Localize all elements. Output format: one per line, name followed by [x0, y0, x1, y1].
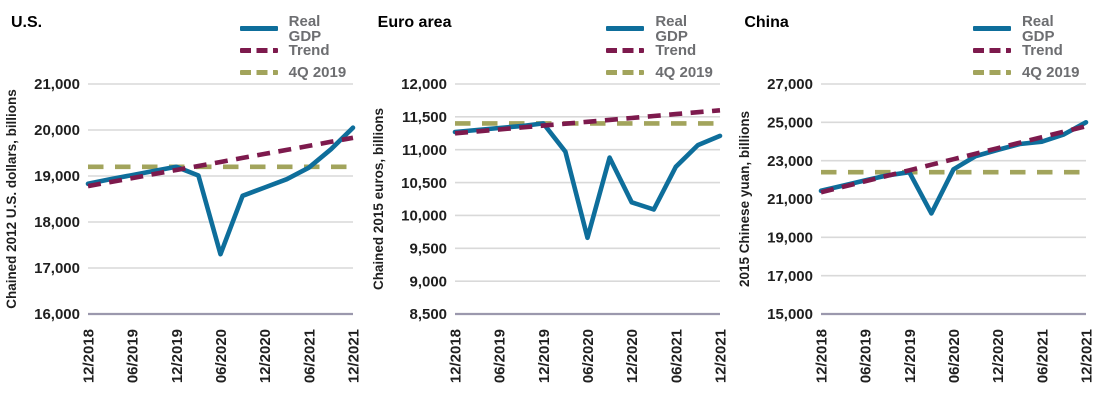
legend-label: Trend: [1021, 42, 1063, 59]
legend-item-real-gdp: Real GDP: [239, 14, 355, 44]
chart-svg: 15,000 17,000 19,000 21,000 23,000 25,000 27,0…: [737, 76, 1096, 383]
x-tick-label: 12/2020: [624, 329, 641, 383]
trend-line-swatch-icon: [606, 48, 645, 53]
trend-line-swatch-icon: [972, 48, 1011, 53]
x-tick-label: 12/2019: [902, 329, 919, 383]
x-tick-label: 06/2021: [1035, 329, 1052, 383]
legend-label: 4Q 2019: [1021, 64, 1080, 81]
x-tick-label: 12/2021: [712, 329, 729, 383]
x-tick-label: 12/2019: [169, 329, 186, 383]
y-tick-label: 21,000: [34, 76, 80, 93]
x-tick-label: 06/2020: [580, 329, 597, 383]
panel-euro-area: Euro area Real GDP Trend 4Q 2019 8,500 9,00…: [367, 0, 734, 400]
x-tick-label: 06/2019: [491, 329, 508, 383]
legend-label: Trend: [288, 42, 330, 59]
y-tick-label: 8,500: [409, 306, 447, 323]
legend: Real GDP Trend 4Q 2019: [972, 14, 1088, 81]
legend-label: Real GDP: [655, 12, 688, 45]
y-tick-label: 25,000: [767, 115, 813, 132]
x-tick-label: 12/2018: [80, 329, 97, 383]
panel-title: U.S.: [11, 14, 43, 31]
legend-label: Real GDP: [288, 12, 322, 45]
y-axis-label: Chained 2015 euros, billions: [371, 108, 386, 290]
real-gdp-line-swatch-icon: [606, 26, 645, 31]
y-tick-label: 15,000: [767, 306, 813, 323]
y-tick-label: 19,000: [767, 230, 813, 247]
chart-svg: 16,000 17,000 18,000 19,000 20,000 21,000 12/2…: [4, 76, 362, 383]
x-tick-label: 12/2021: [1079, 329, 1096, 383]
panel-title: China: [744, 14, 789, 31]
x-tick-label: 06/2019: [858, 329, 875, 383]
x-tick-label: 12/2019: [535, 329, 552, 383]
y-axis-label: Chained 2012 U.S. dollars, billions: [4, 89, 19, 309]
legend-item-trend: Trend: [239, 42, 355, 59]
trend-line-swatch-icon: [239, 48, 278, 53]
x-tick-label: 12/2018: [814, 329, 831, 383]
x-tick-label: 12/2020: [257, 329, 274, 383]
x-tick-label: 12/2021: [345, 329, 362, 383]
x-tick-label: 06/2019: [125, 329, 142, 383]
4q-2019-line-swatch-icon: [239, 70, 278, 75]
legend-item-4q-2019: 4Q 2019: [239, 64, 355, 81]
y-tick-label: 9,000: [409, 273, 447, 290]
y-tick-label: 16,000: [34, 306, 80, 323]
x-tick-label: 12/2018: [447, 329, 464, 383]
legend-label: 4Q 2019: [288, 64, 347, 81]
legend-item-trend: Trend: [606, 42, 721, 59]
legend-item-real-gdp: Real GDP: [972, 14, 1088, 44]
real-gdp-line: [452, 121, 722, 241]
legend-label: Trend: [655, 42, 697, 59]
y-tick-label: 19,000: [34, 168, 80, 185]
trend-line: [87, 135, 354, 189]
legend-item-4q-2019: 4Q 2019: [972, 64, 1088, 81]
y-tick-label: 20,000: [34, 122, 80, 139]
panel-us: U.S. Real GDP Trend 4Q 2019 16,000 17,000 18…: [0, 0, 367, 400]
y-tick-label: 11,000: [402, 142, 447, 159]
y-tick-label: 11,500: [402, 109, 447, 126]
chart-svg: 8,500 9,000 9,500 10,000 10,500 11,000 11,500 1…: [371, 76, 729, 383]
4q-2019-line-swatch-icon: [606, 70, 645, 75]
4q-2019-line-swatch-icon: [972, 70, 1011, 75]
x-tick-label: 06/2020: [213, 329, 230, 383]
y-tick-label: 17,000: [767, 268, 813, 285]
y-tick-label: 9,500: [409, 240, 447, 257]
trend-line: [454, 108, 720, 136]
x-tick-label: 12/2020: [990, 329, 1007, 383]
trend-line: [820, 123, 1087, 195]
y-tick-label: 17,000: [34, 260, 80, 277]
x-tick-label: 06/2020: [946, 329, 963, 383]
y-tick-label: 10,500: [401, 175, 447, 192]
panel-china: China Real GDP Trend 4Q 2019 15,000 17,000 1…: [733, 0, 1100, 400]
legend-label: 4Q 2019: [655, 64, 713, 81]
real-gdp-line-swatch-icon: [972, 26, 1011, 31]
y-tick-label: 21,000: [767, 191, 813, 208]
y-axis-label: 2015 Chinese yuan, billions: [737, 111, 752, 287]
y-tick-label: 12,000: [401, 76, 447, 93]
legend-label: Real GDP: [1021, 12, 1055, 45]
legend-item-trend: Trend: [972, 42, 1088, 59]
y-tick-label: 10,000: [401, 208, 447, 225]
legend: Real GDP Trend 4Q 2019: [239, 14, 355, 81]
real-gdp-line-swatch-icon: [239, 26, 278, 31]
y-tick-label: 27,000: [767, 76, 813, 93]
real-gdp-line: [85, 125, 356, 257]
legend: Real GDP Trend 4Q 2019: [606, 14, 721, 81]
y-tick-label: 23,000: [767, 153, 813, 170]
x-tick-label: 06/2021: [301, 329, 318, 383]
panel-title: Euro area: [377, 14, 452, 31]
x-tick-label: 06/2021: [668, 329, 685, 383]
legend-item-real-gdp: Real GDP: [606, 14, 721, 44]
legend-item-4q-2019: 4Q 2019: [606, 64, 721, 81]
y-tick-label: 18,000: [34, 214, 80, 231]
